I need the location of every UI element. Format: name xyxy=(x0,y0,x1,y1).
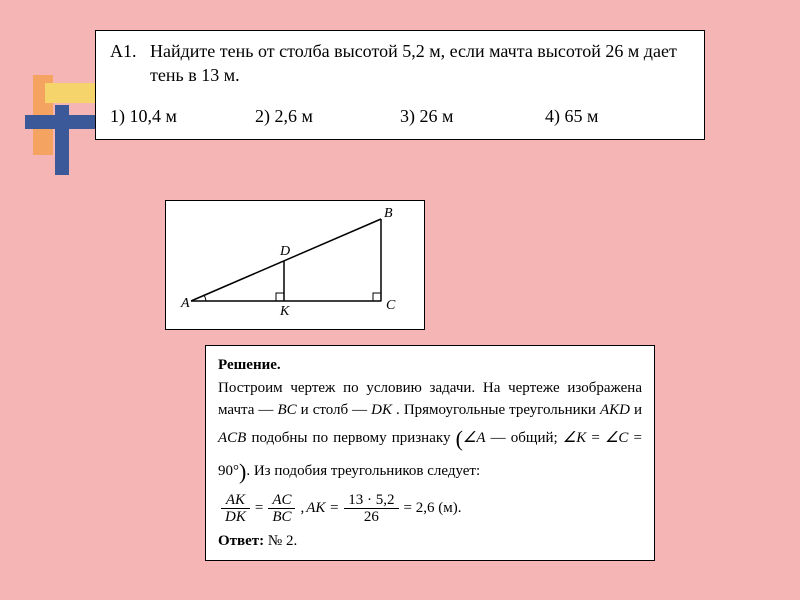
opt-val: 65 м xyxy=(565,106,599,126)
opt-num: 2) xyxy=(255,106,270,126)
label-D: D xyxy=(279,244,290,259)
opt-num: 1) xyxy=(110,106,125,126)
var-akd: AKD xyxy=(600,402,630,418)
solution-text: подобны по первому признаку xyxy=(251,429,455,445)
problem-box: А1. Найдите тень от столба высотой 5,2 м… xyxy=(95,30,705,140)
label-B: B xyxy=(384,206,393,221)
solution-heading: Решение. xyxy=(218,357,281,373)
var-bc: BC xyxy=(277,402,296,418)
answer-label: Ответ: xyxy=(218,533,264,549)
solution-text: . Прямоугольные треугольники xyxy=(396,402,600,418)
opt-val: 2,6 м xyxy=(275,106,313,126)
angle-k: ∠K xyxy=(563,429,586,445)
problem-text-2: тень в 13 м. xyxy=(150,65,240,85)
eq-sign: = xyxy=(586,429,605,445)
problem-label: А1. xyxy=(110,39,150,88)
var-acb: ACB xyxy=(218,429,246,445)
label-K: K xyxy=(279,304,290,319)
result-text: = 2,6 (м). xyxy=(404,497,462,520)
solution-box: Решение. Построим чертеж по условию зада… xyxy=(205,345,655,561)
eq-sign: = xyxy=(255,497,263,520)
opt-val: 10,4 м xyxy=(130,106,177,126)
angle-a: ∠A xyxy=(463,429,486,445)
opt-num: 4) xyxy=(545,106,560,126)
label-A: A xyxy=(180,296,190,311)
paren-open: ( xyxy=(456,426,463,451)
frac-num: AC xyxy=(268,492,295,510)
opt-val: 26 м xyxy=(420,106,454,126)
var-dk: DK xyxy=(371,402,392,418)
solution-text2: . Из подобия треугольников следует: xyxy=(246,462,480,478)
solution-text: и столб — xyxy=(301,402,372,418)
angle-c: ∠C xyxy=(605,429,628,445)
frac-den: BC xyxy=(268,509,295,526)
diagram-box: A B C D K xyxy=(165,200,425,330)
common-text: — общий; xyxy=(486,429,563,445)
triangle-diagram: A B C D K xyxy=(166,201,426,331)
label-C: C xyxy=(386,298,396,313)
solution-text: и xyxy=(634,402,642,418)
options-row: 1) 10,4 м 2) 2,6 м 3) 26 м 4) 65 м xyxy=(110,104,690,128)
problem-text-1: Найдите тень от столба высотой 5,2 м, ес… xyxy=(150,41,677,61)
ak-eq: AK = xyxy=(306,497,339,520)
answer-value: № 2. xyxy=(264,533,297,549)
frac-den: DK xyxy=(221,509,250,526)
frac-num: 13 · 5,2 xyxy=(344,492,398,510)
frac-den: 26 xyxy=(344,509,398,526)
frac-num: AK xyxy=(221,492,250,510)
comma: , xyxy=(300,497,304,520)
equation-line: AKDK = ACBC , AK = 13 · 5,226 = 2,6 (м). xyxy=(218,492,642,526)
opt-num: 3) xyxy=(400,106,415,126)
